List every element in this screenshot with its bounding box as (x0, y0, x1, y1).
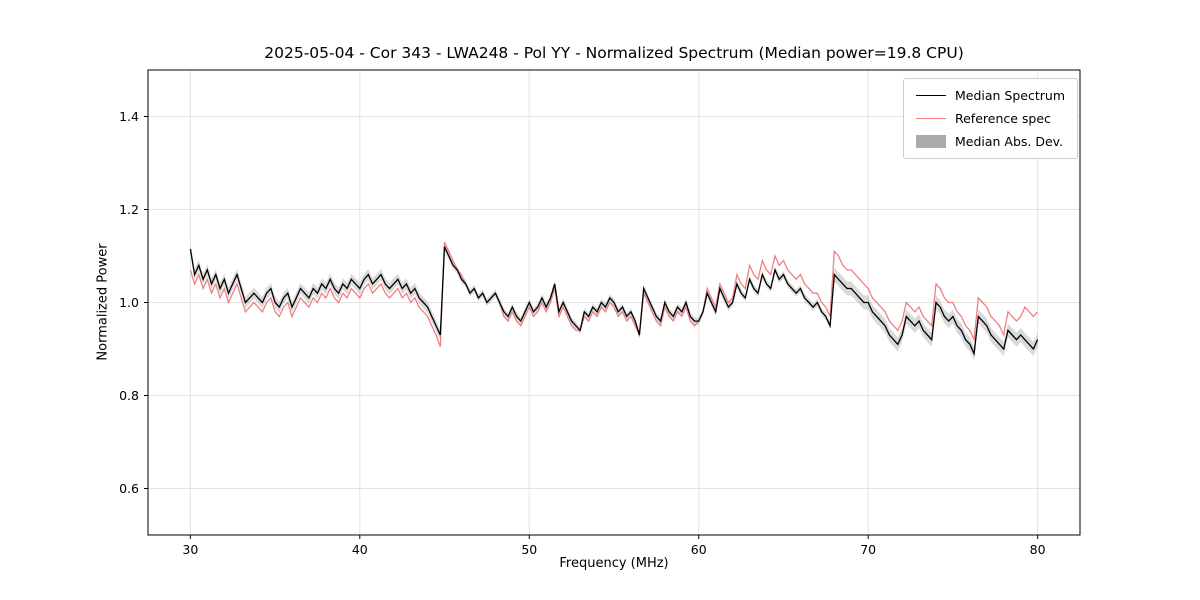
x-tick-label: 30 (182, 542, 198, 557)
legend-label-median: Median Spectrum (954, 88, 1065, 103)
legend-entry-mad: Median Abs. Dev. (915, 134, 1065, 149)
x-tick-label: 70 (860, 542, 876, 557)
x-axis-label: Frequency (MHz) (559, 556, 669, 571)
y-tick-label: 1.4 (119, 109, 139, 124)
y-tick-label: 1.0 (119, 295, 139, 310)
reference-line (189, 241, 1039, 347)
median-line (189, 246, 1039, 357)
x-tick-label: 50 (521, 542, 537, 557)
y-tick-label: 1.2 (119, 202, 139, 217)
x-tick-label: 80 (1030, 542, 1046, 557)
reference-line-swatch-icon (915, 118, 946, 119)
mad-patch-swatch-icon (915, 135, 946, 148)
y-tick-label: 0.6 (119, 481, 139, 496)
chart-title: 2025-05-04 - Cor 343 - LWA248 - Pol YY -… (264, 44, 964, 62)
legend-entry-reference: Reference spec (915, 111, 1065, 126)
median-line-swatch-icon (915, 95, 946, 96)
legend-entry-median: Median Spectrum (915, 88, 1065, 103)
legend-label-mad: Median Abs. Dev. (954, 134, 1064, 149)
y-tick-label: 0.8 (119, 388, 139, 403)
legend: Median Spectrum Reference spec Median Ab… (902, 78, 1078, 159)
x-tick-label: 40 (352, 542, 368, 557)
legend-label-reference: Reference spec (954, 111, 1051, 126)
x-tick-label: 60 (691, 542, 707, 557)
y-axis-label: Normalized Power (95, 243, 111, 361)
